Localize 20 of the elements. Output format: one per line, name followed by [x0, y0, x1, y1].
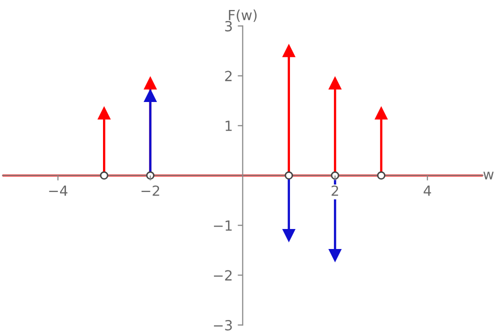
point: [374, 106, 388, 120]
y-tick-label: 2: [225, 70, 232, 82]
y-tick-label: 1: [226, 120, 232, 131]
y-tick-label: −1: [214, 220, 232, 231]
x-axis-title: w: [483, 172, 494, 180]
y-tick-label: −3: [214, 320, 232, 330]
y-tick-label: 3: [225, 20, 232, 32]
x-tick-label: 4: [424, 186, 432, 196]
x-tick-label: −2: [142, 185, 160, 196]
y-axis-title: F(w): [228, 10, 257, 22]
x-tick-label: −4: [49, 186, 68, 196]
point: [282, 44, 296, 58]
point: [144, 77, 157, 90]
x-tick-label: 2: [332, 185, 338, 196]
point: [282, 229, 296, 242]
point: [328, 248, 342, 262]
point: [328, 77, 342, 90]
point: [144, 90, 157, 102]
y-tick-label: −2: [214, 270, 232, 280]
point: [98, 106, 110, 120]
